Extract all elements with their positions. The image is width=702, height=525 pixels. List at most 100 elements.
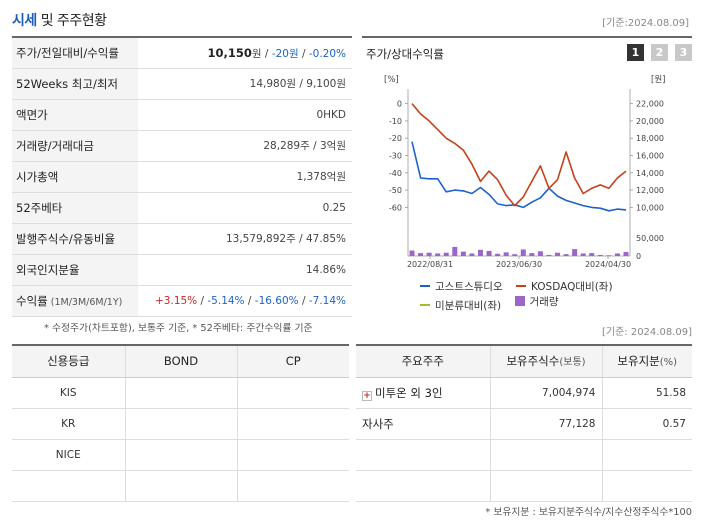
chart-button-1[interactable]: 1 [627,44,644,61]
table-cell [490,470,603,502]
volume-bar [477,249,483,256]
volume-bar [452,246,458,256]
holder-name: 자사주 [356,408,491,440]
chart-button-3[interactable]: 3 [675,44,692,61]
table-row [356,470,692,502]
legend-item[interactable]: 거래량 [514,294,558,309]
table-header: CP [237,345,349,378]
quote-label: 외국인지분율 [12,255,138,285]
quote-row-volume: 거래량/거래대금 28,289주 / 3억원 [12,131,352,162]
quote-value: +3.15% / -5.14% / -16.60% / -7.14% [155,295,346,307]
price-series-line [411,141,627,212]
quote-table: 주가/전일대비/수익률 10,150원 / -20원 / -0.20% 52We… [12,36,352,317]
quote-label: 52Weeks 최고/최저 [12,69,138,99]
volume-bar [495,253,501,256]
table-header: BOND [125,345,238,378]
volume-bar [555,252,561,256]
table-cell [237,408,349,440]
volume-bar [614,253,620,256]
quote-note: * 수정주가(차트포함), 보통주 기준, * 52주베타: 주간수익률 기준 [44,323,313,334]
volume-bar [520,249,526,256]
table-cell [602,439,692,471]
quote-row-market-cap: 시가총액 1,378억원 [12,162,352,193]
x-tick-label: 2024/04/30 [585,260,631,269]
major-holders-table: 주요주주 보유주식수(보통) 보유지분(%) + 미투온 외 3인 7,004,9… [356,344,692,502]
legend-swatch [420,304,430,306]
left-axis-unit: [%] [384,75,399,85]
table-cell [12,470,126,502]
quote-label: 시가총액 [12,162,138,192]
table-row: KR [12,408,349,440]
left-tick-label: -20 [389,134,402,143]
table-header: 신용등급 [12,345,126,378]
quote-row-returns: 수익률 (1M/3M/6M/1Y) +3.15% / -5.14% / -16.… [12,286,352,317]
quote-row-foreign: 외국인지분율 14.86% [12,255,352,286]
table-row: NICE [12,439,349,471]
left-tick-label: 0 [397,100,402,109]
table-cell [237,470,349,502]
holder-pct: 51.58 [602,377,692,409]
left-tick-label: -50 [389,186,402,195]
table-cell [237,439,349,471]
quote-value: 10,150원 / -20원 / -0.20% [207,46,346,60]
volume-bar [503,252,509,256]
table-cell [356,439,491,471]
kosdaq-relative-line [411,103,627,207]
right-tick-label: 16,000 [636,152,664,161]
volume-bar [537,251,543,256]
table-row: KIS [12,377,349,409]
right-axis-unit: [원] [651,75,665,85]
quote-row-shares: 발행주식수/유동비율 13,579,892주 / 47.85% [12,224,352,255]
quote-value: 28,289주 / 3억원 [263,140,346,152]
volume-bar [546,254,552,256]
volume-bar [589,253,595,256]
chart-title: 주가/상대수익률 [366,47,444,61]
volume-bar [409,250,415,256]
legend-item[interactable]: KOSDAQ대비(좌) [515,279,613,294]
volume-bar [597,254,603,256]
chart-panel: 주가/상대수익률 1 2 3 [%] [원] 0 -10 -20 -30 -40 -50 -… [362,36,692,314]
expand-plus-icon[interactable]: + [362,390,372,401]
volume-bar [580,253,586,256]
section-header: 시세 및 주주현황 [기준:2024.08.09] [12,6,692,32]
volume-bar [486,250,492,256]
volume-bar [469,253,475,256]
chart-button-2[interactable]: 2 [651,44,668,61]
left-tick-label: -10 [389,117,402,126]
volume-bar [443,252,449,256]
table-cell [125,439,238,471]
quote-value: 13,579,892주 / 47.85% [225,233,346,245]
table-cell: KR [12,408,126,440]
right-tick-label: 12,000 [636,186,664,195]
quote-label: 거래량/거래대금 [12,131,138,161]
quote-label: 액면가 [12,100,138,130]
quote-label: 발행주식수/유동비율 [12,224,138,254]
chart-svg: [%] [원] 0 -10 -20 -30 -40 -50 -60 22,000 20,000 1… [384,75,665,269]
table-header-row: 주요주주 보유주식수(보통) 보유지분(%) [356,345,692,378]
table-cell [602,470,692,502]
volume-bar [623,252,629,256]
x-tick-label: 2022/08/31 [407,260,453,269]
volume-bar [529,253,535,256]
volume-tick-label: 0 [636,252,641,261]
table-cell [490,439,603,471]
holders-note: * 보유지분 : 보유지분주식수/지수산정주식수*100 [485,507,692,518]
x-tick-label: 2023/06/30 [496,260,542,269]
volume-bar [512,254,518,256]
legend-item[interactable]: 미분류대비(좌) [420,298,501,313]
legend-item[interactable]: 고스트스튜디오 [420,279,503,294]
quote-value: 1,378억원 [296,171,346,183]
table-row: + 미투온 외 3인 7,004,974 51.58 [356,377,692,409]
chart-legend: 고스트스튜디오 KOSDAQ대비(좌) 미분류대비(좌) 거래량 [420,278,680,313]
quote-label: 수익률 (1M/3M/6M/1Y) [12,286,138,316]
legend-swatch [514,296,525,306]
quote-value: 0.25 [322,202,346,214]
table-cell [125,408,238,440]
holder-name: + 미투온 외 3인 [356,377,491,409]
table-header-row: 신용등급 BOND CP [12,345,349,378]
quote-value: 14.86% [305,264,346,276]
table-cell [125,470,238,502]
base-date: [기준:2024.08.09] [602,18,689,29]
legend-swatch [515,285,526,287]
volume-bar [572,249,578,256]
